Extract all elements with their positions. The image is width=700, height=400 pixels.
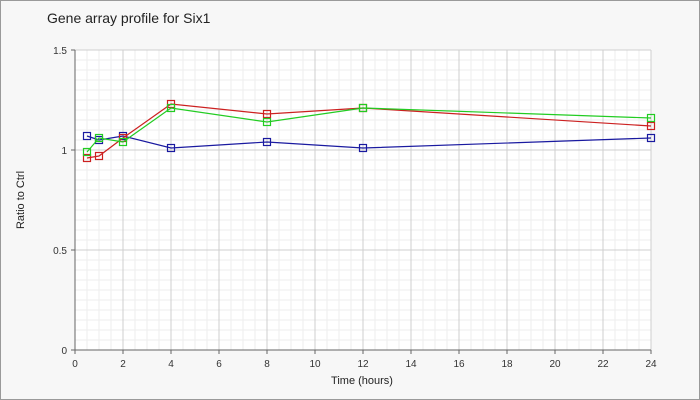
- series-2: [82, 103, 656, 157]
- x-tick-label: 6: [216, 359, 222, 370]
- data-point-marker: [166, 143, 176, 153]
- data-point-marker: [262, 109, 272, 119]
- x-tick-label: 16: [453, 359, 465, 370]
- y-tick-label: 1: [61, 146, 67, 157]
- data-point-marker: [358, 103, 368, 113]
- x-tick-label: 8: [264, 359, 270, 370]
- y-tick-label: 1.5: [53, 46, 67, 57]
- x-tick-label: 0: [72, 359, 78, 370]
- series-line: [86, 135, 652, 149]
- x-tick-label: 12: [357, 359, 369, 370]
- y-axis-label: Ratio to Ctrl: [15, 171, 27, 229]
- data-point-marker: [646, 121, 656, 131]
- data-point-marker: [166, 103, 176, 113]
- y-tick-label: 0: [61, 346, 67, 357]
- data-point-marker: [118, 137, 128, 147]
- chart-title: Gene array profile for Six1: [47, 10, 211, 26]
- data-point-marker: [358, 143, 368, 153]
- data-point-marker: [646, 113, 656, 123]
- data-point-marker: [82, 131, 92, 141]
- data-point-marker: [82, 153, 92, 163]
- data-point-marker: [94, 133, 104, 143]
- data-point-marker: [262, 117, 272, 127]
- x-tick-label: 20: [549, 359, 561, 370]
- x-tick-label: 2: [120, 359, 126, 370]
- data-point-marker: [82, 147, 92, 157]
- x-tick-label: 22: [597, 359, 609, 370]
- data-point-marker: [646, 133, 656, 143]
- y-tick-label: 0.5: [53, 246, 67, 257]
- x-tick-label: 4: [168, 359, 174, 370]
- x-tick-label: 14: [405, 359, 417, 370]
- x-tick-label: 24: [645, 359, 657, 370]
- x-tick-label: 18: [501, 359, 513, 370]
- data-point-marker: [94, 151, 104, 161]
- x-tick-label: 10: [309, 359, 321, 370]
- data-point-marker: [262, 137, 272, 147]
- series-line: [86, 107, 652, 153]
- x-axis-label: Time (hours): [331, 375, 393, 387]
